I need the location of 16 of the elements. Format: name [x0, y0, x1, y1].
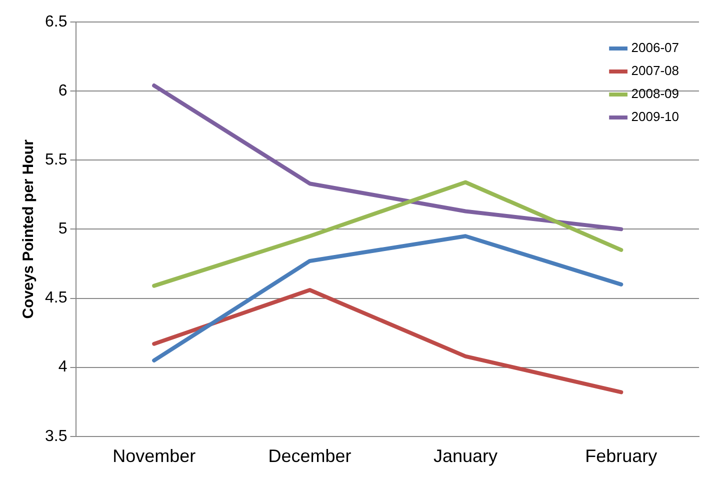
y-tick-label: 6.5	[44, 13, 68, 30]
x-tick-label: February	[585, 446, 658, 466]
legend-label: 2008-09	[631, 86, 680, 102]
x-tick-label: November	[112, 446, 196, 466]
y-tick-label: 5.5	[44, 152, 68, 169]
y-axis-title: Coveys Pointed per Hour	[20, 139, 38, 319]
x-tick-label: December	[268, 446, 352, 466]
y-tick-label: 4.5	[44, 290, 68, 307]
x-tick-label: January	[433, 446, 498, 466]
y-tick-label: 3.5	[44, 428, 68, 445]
y-tick-label: 4	[58, 358, 68, 376]
legend-label: 2007-08	[631, 63, 680, 78]
legend-label: 2006-07	[631, 40, 680, 56]
y-tick-label: 5	[58, 220, 68, 238]
legend-label: 2009-10	[631, 109, 680, 124]
y-tick-label: 6	[58, 82, 68, 100]
